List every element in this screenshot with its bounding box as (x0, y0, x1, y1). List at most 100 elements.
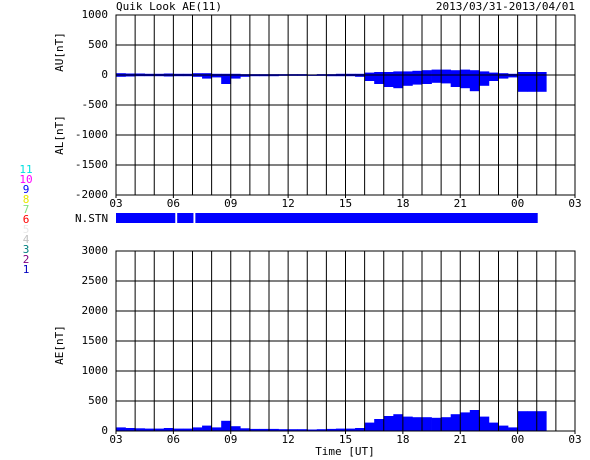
area-segment (355, 75, 365, 77)
area-segment (383, 72, 394, 75)
area-segment (173, 428, 184, 431)
area-segment (527, 75, 538, 92)
area-segment (211, 427, 222, 431)
area-segment (469, 75, 480, 92)
area-segment (230, 73, 241, 75)
area-segment (135, 73, 145, 75)
area-segment (240, 428, 251, 431)
area-segment (144, 73, 155, 75)
x-tick-label: 21 (454, 433, 467, 446)
area-segment (508, 427, 518, 431)
area-segment (402, 416, 413, 431)
area-segment (508, 75, 518, 78)
area-segment (374, 72, 385, 75)
area-segment (163, 73, 174, 75)
x-tick-label: 03 (109, 433, 122, 446)
area-segment (517, 72, 528, 75)
x-tick-label: 03 (568, 433, 581, 446)
area-segment (345, 73, 356, 75)
x-axis-label: Time [UT] (315, 445, 375, 458)
area-segment (335, 73, 346, 75)
area-segment (469, 410, 480, 431)
y-tick-label: 2500 (82, 274, 109, 287)
area-segment (230, 75, 241, 79)
area-segment (469, 70, 480, 75)
area-segment (192, 427, 203, 431)
area-segment (450, 70, 461, 75)
area-segment (498, 425, 509, 431)
area-segment (431, 69, 442, 75)
area-segment (450, 75, 461, 87)
area-segment (364, 75, 375, 81)
area-segment (479, 416, 490, 431)
area-segment (221, 73, 232, 75)
area-segment (422, 417, 432, 431)
area-segment (192, 73, 203, 75)
area-segment (116, 427, 126, 431)
area-segment (335, 428, 346, 431)
x-tick-label: 09 (224, 197, 237, 210)
area-segment (192, 75, 203, 77)
area-segment (249, 75, 260, 77)
y-tick-label: 1500 (82, 334, 109, 347)
area-segment (163, 428, 174, 431)
x-tick-label: 03 (568, 197, 581, 210)
y-tick-label: -2000 (75, 188, 108, 201)
area-segment (460, 412, 471, 431)
area-segment (517, 411, 528, 431)
x-tick-label: 00 (511, 433, 524, 446)
area-segment (154, 75, 165, 77)
area-segment (488, 422, 499, 431)
area-segment (259, 428, 270, 431)
station-label: 5 (23, 223, 30, 236)
area-segment (441, 417, 451, 431)
area-segment (431, 75, 442, 83)
area-segment (393, 414, 404, 431)
station-label: 10 (19, 173, 32, 186)
nstn-bar (177, 213, 194, 223)
area-segment (422, 70, 432, 75)
area-segment (269, 75, 279, 77)
area-segment (412, 75, 423, 85)
x-tick-label: 21 (454, 197, 467, 210)
area-segment (144, 428, 155, 431)
y-tick-label: 1000 (82, 364, 109, 377)
area-segment (527, 411, 538, 431)
area-segment (536, 72, 547, 75)
y-tick-label: 2000 (82, 304, 109, 317)
x-tick-label: 12 (282, 433, 295, 446)
station-label: 1 (23, 263, 30, 276)
x-tick-label: 06 (167, 197, 180, 210)
y-tick-label: 500 (88, 394, 108, 407)
nstn-bar (116, 213, 176, 223)
area-segment (364, 422, 375, 431)
station-label: 11 (19, 163, 32, 176)
area-segment (450, 414, 461, 431)
area-segment (536, 411, 547, 431)
area-segment (278, 429, 289, 431)
area-segment (412, 70, 423, 75)
y-tick-label: 3000 (82, 244, 109, 257)
area-segment (402, 75, 413, 86)
area-segment (125, 75, 136, 77)
area-segment (182, 428, 193, 431)
area-segment (135, 75, 145, 77)
area-segment (144, 75, 155, 77)
area-segment (517, 75, 528, 92)
chart-title: Quik Look AE(11) (116, 0, 222, 13)
area-segment (422, 75, 432, 84)
y-tick-label: -500 (82, 98, 109, 111)
area-segment (202, 75, 212, 79)
station-label: 6 (23, 213, 30, 226)
area-segment (498, 75, 509, 79)
area-segment (383, 416, 394, 431)
nstn-label: N.STN (75, 212, 108, 225)
x-tick-label: 18 (396, 433, 409, 446)
nstn-bar (195, 213, 538, 223)
chart-subtitle: 2013/03/31-2013/04/01 (436, 0, 575, 13)
y-tick-label: 0 (101, 68, 108, 81)
plot-frame (115, 14, 576, 196)
area-segment (335, 75, 346, 77)
station-label: 9 (23, 183, 30, 196)
area-segment (460, 75, 471, 89)
